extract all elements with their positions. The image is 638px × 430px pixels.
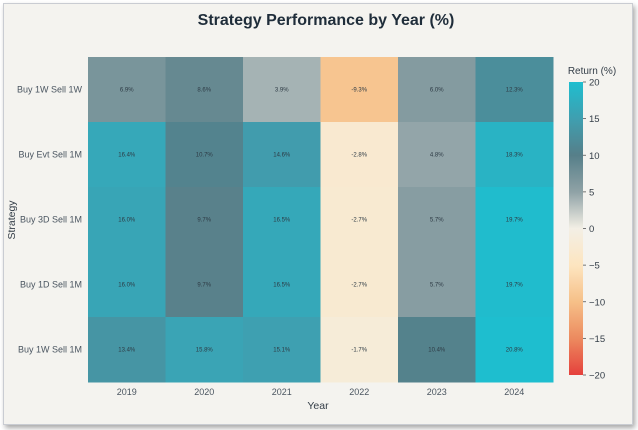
y-tick-label: Buy 1W Sell 1W (17, 85, 83, 95)
cell-value-label: 5.7% (430, 218, 444, 224)
cell-value-label: 16.5% (273, 283, 291, 289)
cell-value-label: 15.8% (196, 348, 214, 354)
cell-value-label: 10.7% (196, 153, 214, 159)
colorbar-tick-label: 10 (589, 151, 600, 162)
cell-value-label: 3.9% (275, 88, 289, 94)
cell-value-label: -1.7% (351, 348, 367, 354)
colorbar-tick-label: 15 (589, 114, 600, 125)
heatmap-cell (475, 187, 554, 253)
y-tick-label: Buy 1W Sell 1M (18, 345, 82, 355)
x-axis-label: Year (307, 400, 329, 412)
cell-value-label: -2.7% (351, 283, 367, 289)
heatmap-cell (165, 57, 244, 123)
heatmap-cell (88, 122, 166, 188)
cell-value-label: 8.6% (197, 88, 211, 94)
cell-value-label: -2.8% (351, 153, 367, 159)
cell-value-label: 9.7% (197, 218, 211, 224)
colorbar-tick-label: −20 (589, 371, 605, 382)
x-tick-label: 2021 (272, 387, 292, 397)
y-tick-label: Buy Evt Sell 1M (18, 150, 82, 160)
colorbar-tick-label: 5 (589, 187, 594, 198)
heatmap-cell (165, 122, 244, 188)
heatmap-cell (88, 252, 166, 318)
colorbar-title: Return (%) (568, 66, 616, 77)
x-tick-label: 2020 (194, 387, 214, 397)
heatmap-cell (475, 57, 554, 123)
y-tick-label: Buy 1D Sell 1M (20, 280, 82, 290)
heatmap-cell (475, 317, 554, 383)
heatmap-cell (88, 317, 166, 383)
cell-value-label: -2.7% (351, 218, 367, 224)
colorbar-ticks: 20 15 10 5 0 −5 −10 −15 −20 (583, 78, 605, 382)
heatmap-cell (243, 122, 321, 188)
cell-value-label: -9.3% (351, 88, 367, 94)
heatmap-cell (475, 252, 554, 318)
heatmap-cells: 6.9% 8.6% 3.9% -9.3% 6.0% 12.3% 16.4% 10.7% 14.6… (88, 57, 554, 383)
cell-value-label: 16.4% (118, 153, 136, 159)
cell-value-label: 6.9% (120, 88, 134, 94)
heatmap-cell (88, 57, 166, 123)
colorbar-tick-label: 20 (589, 78, 600, 89)
colorbar-tick-label: −15 (589, 334, 605, 345)
heatmap-cell (88, 187, 166, 253)
cell-value-label: 6.0% (430, 88, 444, 94)
heatmap-cell (320, 122, 399, 188)
y-tick-labels: Buy 1W Sell 1W Buy Evt Sell 1M Buy 3D Sell… (17, 85, 83, 355)
heatmap-cell (398, 57, 476, 123)
heatmap-cell (165, 317, 244, 383)
heatmap-cell (398, 317, 476, 383)
heatmap-cell (320, 187, 399, 253)
chart-title: Strategy Performance by Year (%) (198, 12, 455, 29)
heatmap-chart: Strategy Performance by Year (%) 6.9% 8.6… (6, 12, 616, 412)
heatmap-cell (398, 252, 476, 318)
heatmap-cell (320, 57, 399, 123)
cell-value-label: 16.0% (118, 218, 136, 224)
heatmap-cell (243, 252, 321, 318)
heatmap-cell (398, 187, 476, 253)
cell-value-label: 12.3% (506, 88, 524, 94)
heatmap-cell (475, 122, 554, 188)
cell-value-label: 10.4% (428, 348, 446, 354)
colorbar-tick-label: −5 (589, 261, 600, 272)
cell-value-label: 15.1% (273, 348, 291, 354)
x-tick-label: 2023 (427, 387, 447, 397)
cell-value-label: 4.8% (430, 153, 444, 159)
y-tick-label: Buy 3D Sell 1M (20, 215, 82, 225)
cell-value-label: 14.6% (273, 153, 291, 159)
x-tick-label: 2019 (117, 387, 137, 397)
heatmap-cell (320, 317, 399, 383)
x-tick-label: 2022 (349, 387, 369, 397)
cell-value-label: 19.7% (506, 283, 524, 289)
cell-value-label: 16.0% (118, 283, 136, 289)
y-axis-label: Strategy (6, 200, 18, 240)
heatmap-cell (243, 57, 321, 123)
cell-value-label: 20.8% (506, 348, 524, 354)
cell-value-label: 19.7% (506, 218, 524, 224)
heatmap-cell (165, 252, 244, 318)
x-tick-labels: 2019 2020 2021 2022 2023 2024 (117, 387, 525, 397)
heatmap-cell (165, 187, 244, 253)
heatmap-cell (243, 317, 321, 383)
heatmap-cell (243, 187, 321, 253)
cell-value-label: 18.3% (506, 153, 524, 159)
chart-frame: Strategy Performance by Year (%) 6.9% 8.6… (3, 3, 633, 425)
cell-value-label: 5.7% (430, 283, 444, 289)
x-tick-label: 2024 (504, 387, 524, 397)
cell-value-label: 13.4% (118, 348, 136, 354)
colorbar-tick-label: 0 (589, 224, 594, 235)
cell-value-label: 9.7% (197, 283, 211, 289)
heatmap-cell (320, 252, 399, 318)
colorbar-tick-label: −10 (589, 297, 605, 308)
cell-value-label: 16.5% (273, 218, 291, 224)
colorbar (569, 82, 583, 375)
heatmap-cell (398, 122, 476, 188)
